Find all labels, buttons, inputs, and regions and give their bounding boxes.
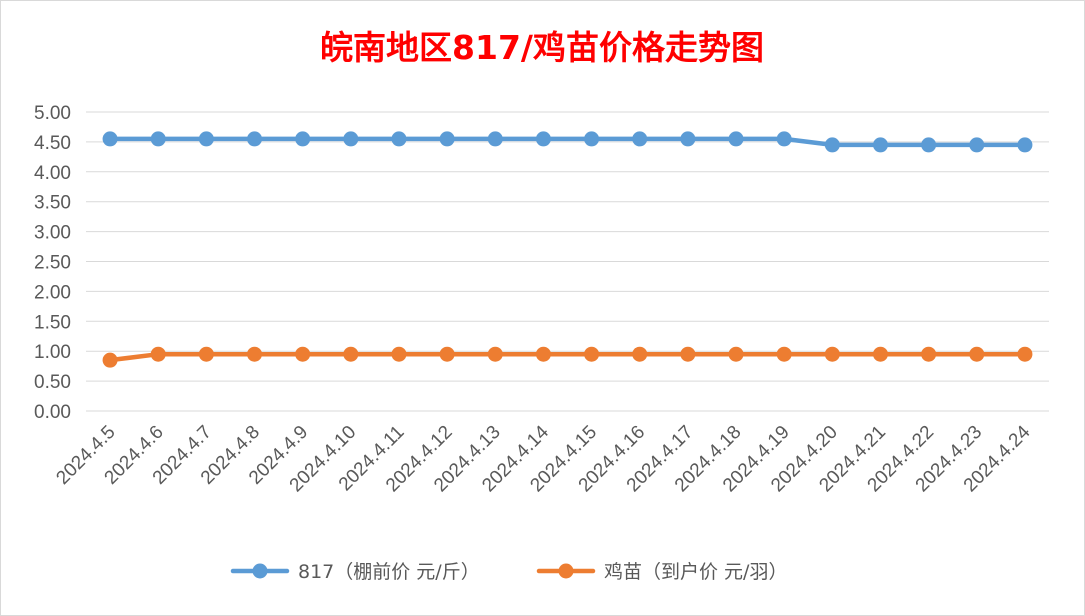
series-2 <box>102 346 1033 368</box>
data-point <box>680 346 696 362</box>
data-point <box>535 346 551 362</box>
series-line <box>107 136 1028 148</box>
series-line <box>107 351 1028 363</box>
data-point <box>102 131 118 147</box>
data-point <box>1017 346 1033 362</box>
y-tick-label: 1.50 <box>34 312 71 333</box>
data-point <box>776 346 792 362</box>
legend-label: 鸡苗（到户价 元/羽） <box>604 561 787 583</box>
x-axis-ticks: 2024.4.52024.4.62024.4.72024.4.82024.4.9… <box>52 421 1034 496</box>
legend-item: 817（棚前价 元/斤） <box>230 561 480 583</box>
y-tick-label: 4.50 <box>34 133 71 154</box>
data-point <box>247 131 263 147</box>
legend-label: 817（棚前价 元/斤） <box>298 561 480 583</box>
y-tick-label: 2.50 <box>34 253 71 274</box>
y-tick-label: 4.00 <box>34 163 71 184</box>
data-point <box>439 346 455 362</box>
y-tick-label: 0.00 <box>34 402 71 423</box>
data-point <box>487 346 503 362</box>
legend-marker <box>558 563 574 579</box>
y-tick-label: 1.00 <box>34 342 71 363</box>
data-point <box>343 131 359 147</box>
data-point <box>921 137 937 153</box>
data-point <box>728 131 744 147</box>
y-tick-label: 5.00 <box>34 103 71 124</box>
data-point <box>150 131 166 147</box>
data-point <box>343 346 359 362</box>
y-axis-ticks: 0.00 0.50 1.00 1.50 2.00 2.50 3.00 3.50 4.00 4.50… <box>34 103 71 423</box>
data-point <box>1017 137 1033 153</box>
data-point <box>824 137 840 153</box>
legend-item: 鸡苗（到户价 元/羽） <box>536 561 787 583</box>
data-point <box>921 346 937 362</box>
data-point <box>872 346 888 362</box>
data-point <box>150 346 166 362</box>
y-tick-label: 2.00 <box>34 282 71 303</box>
data-point <box>391 346 407 362</box>
y-tick-label: 3.00 <box>34 223 71 244</box>
data-point <box>969 137 985 153</box>
grid <box>86 111 1049 412</box>
y-tick-label: 0.50 <box>34 372 71 393</box>
y-tick-label: 3.50 <box>34 193 71 214</box>
data-point <box>247 346 263 362</box>
data-point <box>535 131 551 147</box>
data-point <box>198 346 214 362</box>
data-point <box>295 131 311 147</box>
data-point <box>439 131 455 147</box>
data-point <box>824 346 840 362</box>
legend-marker <box>252 563 268 579</box>
data-point <box>776 131 792 147</box>
data-point <box>391 131 407 147</box>
data-point <box>632 131 648 147</box>
legend: 817（棚前价 元/斤） 鸡苗（到户价 元/羽） <box>230 561 787 583</box>
chart-title: 皖南地区817/鸡苗价格走势图 <box>320 28 764 67</box>
data-point <box>632 346 648 362</box>
data-point <box>295 346 311 362</box>
data-point <box>872 137 888 153</box>
data-point <box>102 352 118 368</box>
series-1 <box>102 131 1033 153</box>
data-point <box>680 131 696 147</box>
data-point <box>584 346 600 362</box>
series-layer <box>102 131 1033 368</box>
data-point <box>584 131 600 147</box>
data-point <box>969 346 985 362</box>
data-point <box>728 346 744 362</box>
data-point <box>198 131 214 147</box>
data-point <box>487 131 503 147</box>
